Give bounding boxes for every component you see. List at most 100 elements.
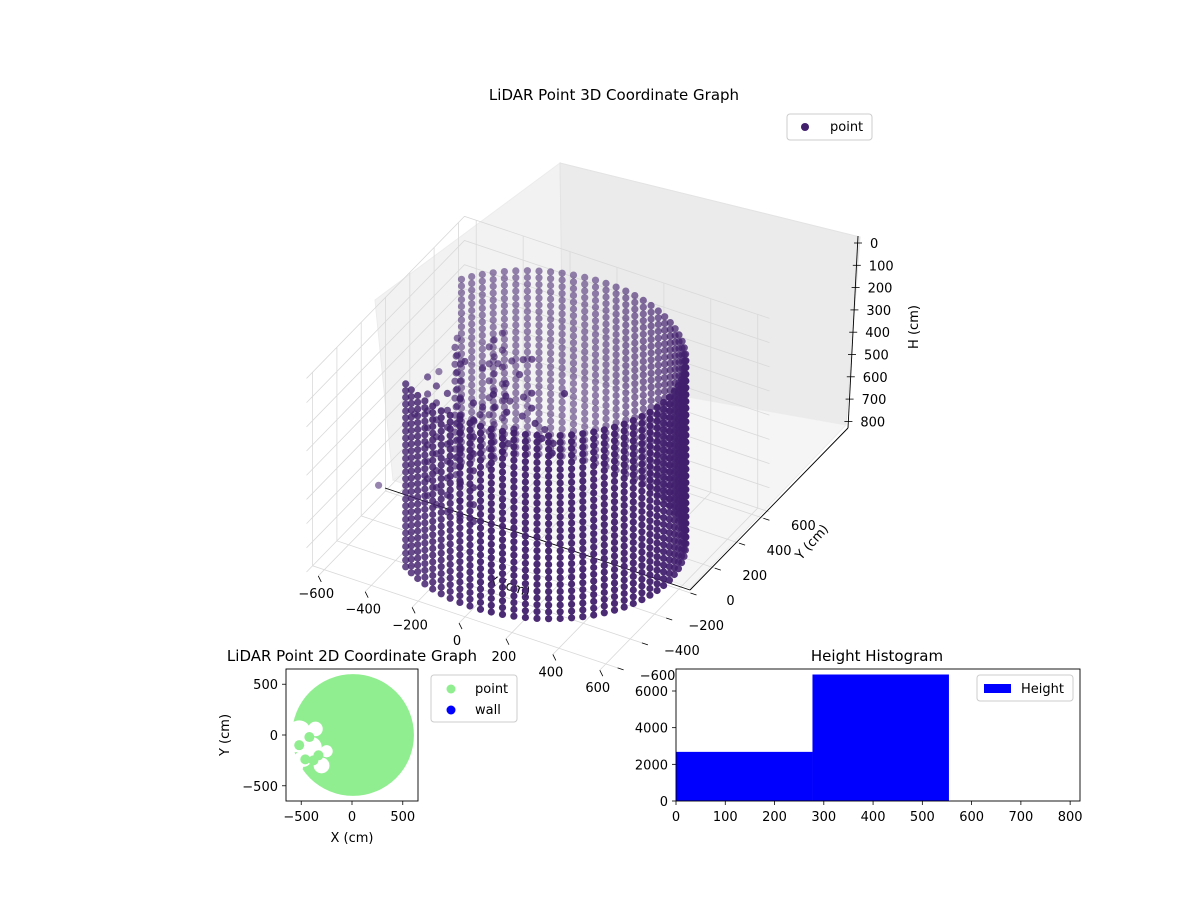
- point-3d: [646, 557, 654, 566]
- point-3d: [678, 376, 686, 384]
- point-3d: [429, 449, 437, 458]
- point-3d: [375, 481, 383, 489]
- point-3d: [510, 456, 518, 464]
- point-3d: [498, 475, 507, 483]
- point-3d: [487, 533, 495, 542]
- point-3d: [568, 526, 576, 534]
- point-3d: [414, 412, 422, 420]
- point-3d: [476, 483, 485, 491]
- point-3d: [498, 502, 507, 510]
- histogram-bar: [676, 751, 813, 801]
- point-3d: [647, 342, 655, 350]
- point-3d: [437, 590, 445, 598]
- point-3d: [407, 447, 415, 455]
- y-tick-label-2d: 0: [270, 729, 278, 744]
- point-3d: [631, 325, 639, 334]
- y-tick-label-3d: −600: [640, 669, 676, 684]
- y-axis-label-2d: Y (cm): [218, 714, 233, 757]
- point-3d: [653, 451, 661, 459]
- point-3d: [600, 561, 608, 570]
- point-3d: [402, 536, 410, 544]
- point-3d: [581, 280, 589, 288]
- point-3d: [407, 508, 415, 516]
- point-3d: [654, 320, 662, 329]
- point-3d: [452, 352, 460, 360]
- point-3d: [558, 337, 566, 345]
- point-3d: [512, 382, 520, 390]
- point-3d: [478, 318, 486, 326]
- point-3d: [602, 340, 610, 348]
- point-3d: [610, 545, 619, 553]
- point-3d: [665, 481, 674, 489]
- point-3d: [500, 301, 508, 310]
- point-3d: [521, 431, 530, 439]
- point-3d: [489, 330, 497, 338]
- point-3d: [533, 519, 541, 528]
- legend-histogram: Height: [976, 674, 1074, 702]
- point-3d: [568, 451, 576, 459]
- point-3d: [512, 321, 520, 329]
- point-3d: [660, 514, 668, 522]
- point-3d: [523, 348, 532, 356]
- z-tick-label-3d: 400: [865, 326, 890, 341]
- point-3d: [558, 425, 566, 433]
- z-tick-label-3d: 600: [863, 371, 888, 386]
- point-3d: [521, 607, 530, 615]
- point-3d: [421, 566, 429, 574]
- point-3d: [407, 515, 415, 523]
- point-3d: [429, 436, 437, 444]
- point-3d: [402, 488, 410, 496]
- x-tick-label-histogram: 300: [811, 810, 836, 825]
- point-3d: [456, 456, 464, 464]
- point-3d: [466, 527, 474, 536]
- point-3d: [510, 524, 518, 532]
- point-3d: [579, 457, 587, 465]
- point-3d: [429, 565, 437, 573]
- point-3d: [600, 568, 608, 576]
- point-3d: [581, 328, 589, 336]
- point-3d: [581, 287, 589, 295]
- point-3d: [456, 510, 464, 518]
- point-3d: [487, 547, 495, 555]
- point-3d: [407, 440, 415, 448]
- point-3d: [545, 438, 553, 447]
- point-3d: [638, 494, 646, 502]
- point-3d: [661, 353, 669, 361]
- point-3d: [556, 608, 564, 616]
- point-3d: [545, 588, 553, 596]
- point-3d: [654, 388, 662, 396]
- point-3d: [602, 334, 610, 342]
- point-3d: [421, 397, 429, 405]
- point-3d: [622, 307, 630, 316]
- point-3d: [456, 483, 464, 491]
- point-3d: [660, 575, 668, 583]
- point-3d: [602, 374, 610, 382]
- point-3d: [681, 363, 690, 371]
- point-3d: [556, 493, 564, 501]
- point-3d: [478, 304, 486, 312]
- histogram-title: Height Histogram: [811, 647, 943, 665]
- point-3d: [602, 279, 610, 287]
- point-3d: [610, 423, 619, 431]
- y-tick-label-histogram: 0: [660, 795, 668, 810]
- point-3d: [466, 602, 474, 610]
- point-3d: [512, 280, 520, 289]
- point-3d: [547, 315, 555, 323]
- point-3d: [533, 601, 541, 609]
- x-tick-label-2d: 0: [348, 810, 356, 825]
- point-3d: [638, 535, 646, 543]
- point-3d: [476, 578, 485, 586]
- point-3d: [646, 551, 654, 559]
- point-3d: [535, 403, 543, 411]
- point-3d: [590, 591, 598, 599]
- point-3d: [489, 323, 497, 331]
- x-tick-label-3d: −600: [298, 587, 334, 602]
- y-tick-label-3d: −400: [664, 644, 700, 659]
- point-3d: [568, 607, 576, 615]
- point-3d: [510, 599, 518, 607]
- point-3d: [631, 305, 639, 313]
- point-3d: [510, 477, 518, 485]
- point-3d: [646, 584, 654, 593]
- point-3d: [429, 558, 437, 566]
- point-3d: [429, 510, 437, 519]
